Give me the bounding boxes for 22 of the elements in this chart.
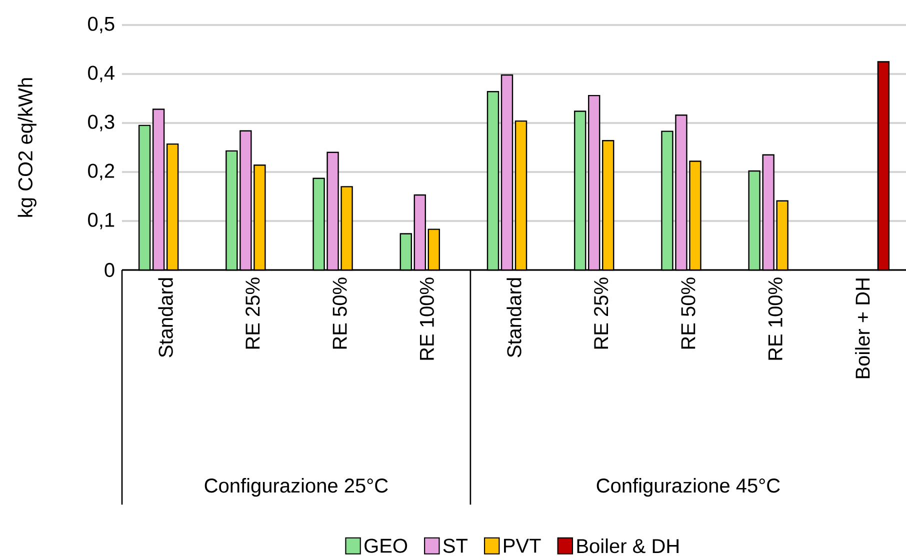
x-tick-label: Standard [158,278,173,358]
x-tick-label: Standard [506,278,522,358]
x-tick-label: RE 50% [681,278,696,349]
x-tick-label: Boiler + DH [855,278,870,378]
y-tick-label: 0,5 [88,16,114,34]
text: Configurazione 45°C [596,478,780,497]
y-tick-label: 0,1 [88,212,114,230]
y-tick-label: 0 [104,262,114,278]
legend-label: GEO [364,538,408,553]
y-tick-label: 0,3 [88,114,114,132]
y-axis-title: kg CO2 eq/kWh [18,78,36,217]
x-tick-label: RE 100% [768,278,782,360]
x-tick-label: RE 25% [594,278,608,349]
y-tick-label: 0,2 [88,164,114,180]
legend-label: PVT [504,538,541,553]
x-tick-label: RE 100% [420,278,434,360]
y-tick-label: 0,4 [88,66,114,82]
text: Configurazione 25°C [204,478,388,497]
legend-label: ST [443,538,468,553]
x-tick-label: RE 50% [332,278,347,349]
x-tick-label: RE 25% [246,278,260,349]
legend-label: Boiler & DH [577,538,678,554]
